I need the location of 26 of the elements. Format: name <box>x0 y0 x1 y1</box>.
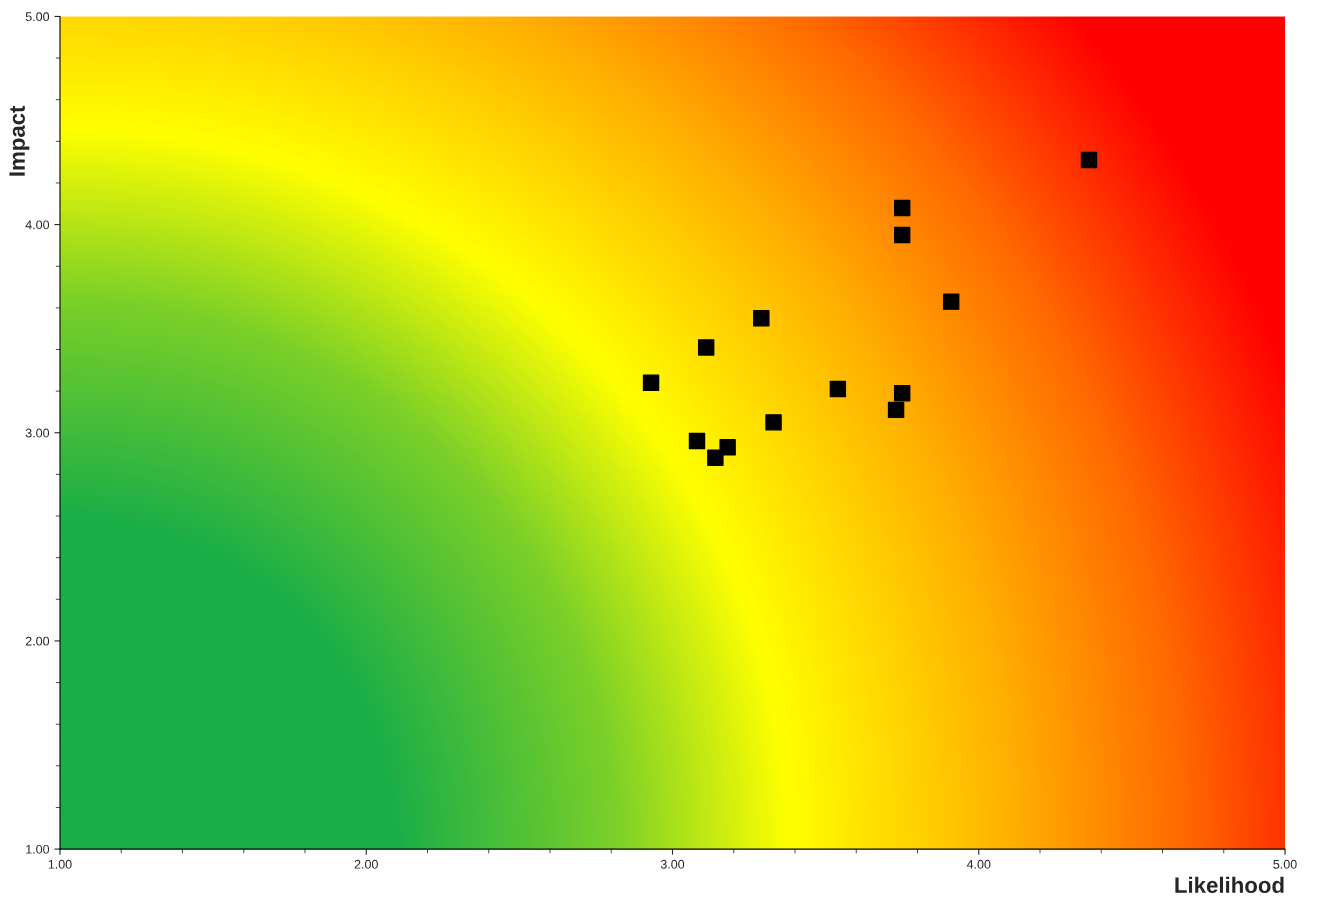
x-tick-label: 3.00 <box>660 859 685 869</box>
y-tick-label: 5.00 <box>25 12 50 22</box>
x-tick-label: 2.00 <box>354 859 378 869</box>
y-tick-label: 4.00 <box>25 220 50 230</box>
point <box>1080 151 1098 169</box>
y-tick-label: 3.00 <box>25 428 50 438</box>
point <box>893 384 911 402</box>
point <box>753 310 770 327</box>
y-tick-label: 2.00 <box>25 636 50 646</box>
point <box>893 199 911 217</box>
point <box>765 414 782 431</box>
point <box>707 449 724 466</box>
x-tick-label: 5.00 <box>1273 859 1297 869</box>
point <box>642 374 660 392</box>
x-tick-label: 1.00 <box>48 859 72 869</box>
x-tick-label: 4.00 <box>966 859 991 869</box>
point <box>887 401 905 419</box>
y-tick-label: 1.00 <box>26 844 50 854</box>
point <box>942 293 960 310</box>
point <box>697 339 715 356</box>
point <box>829 380 847 398</box>
point <box>893 226 911 244</box>
y-axis-title: Impact <box>9 105 30 176</box>
point <box>719 439 736 456</box>
x-axis-title: Likelihood <box>1175 876 1284 894</box>
point <box>688 432 706 450</box>
